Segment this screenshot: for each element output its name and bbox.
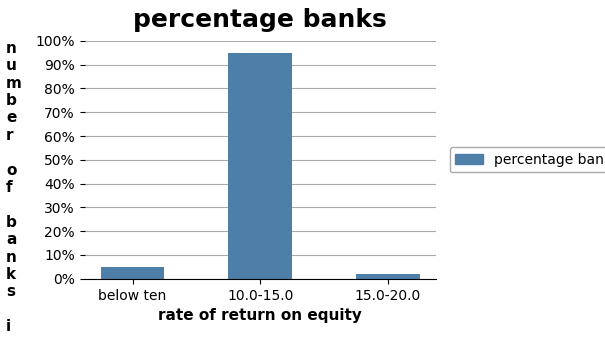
Bar	[228, 53, 292, 279]
Bar	[356, 274, 420, 279]
Text: n
u
m
b
e
r

o
f

b
a
n
k
s

i
n

%: n u m b e r o f b a n k s i n %	[6, 41, 22, 340]
Legend: percentage banks: percentage banks	[450, 147, 605, 172]
Bar	[100, 267, 165, 279]
Title: percentage banks: percentage banks	[133, 8, 387, 32]
X-axis label: rate of return on equity: rate of return on equity	[159, 308, 362, 323]
